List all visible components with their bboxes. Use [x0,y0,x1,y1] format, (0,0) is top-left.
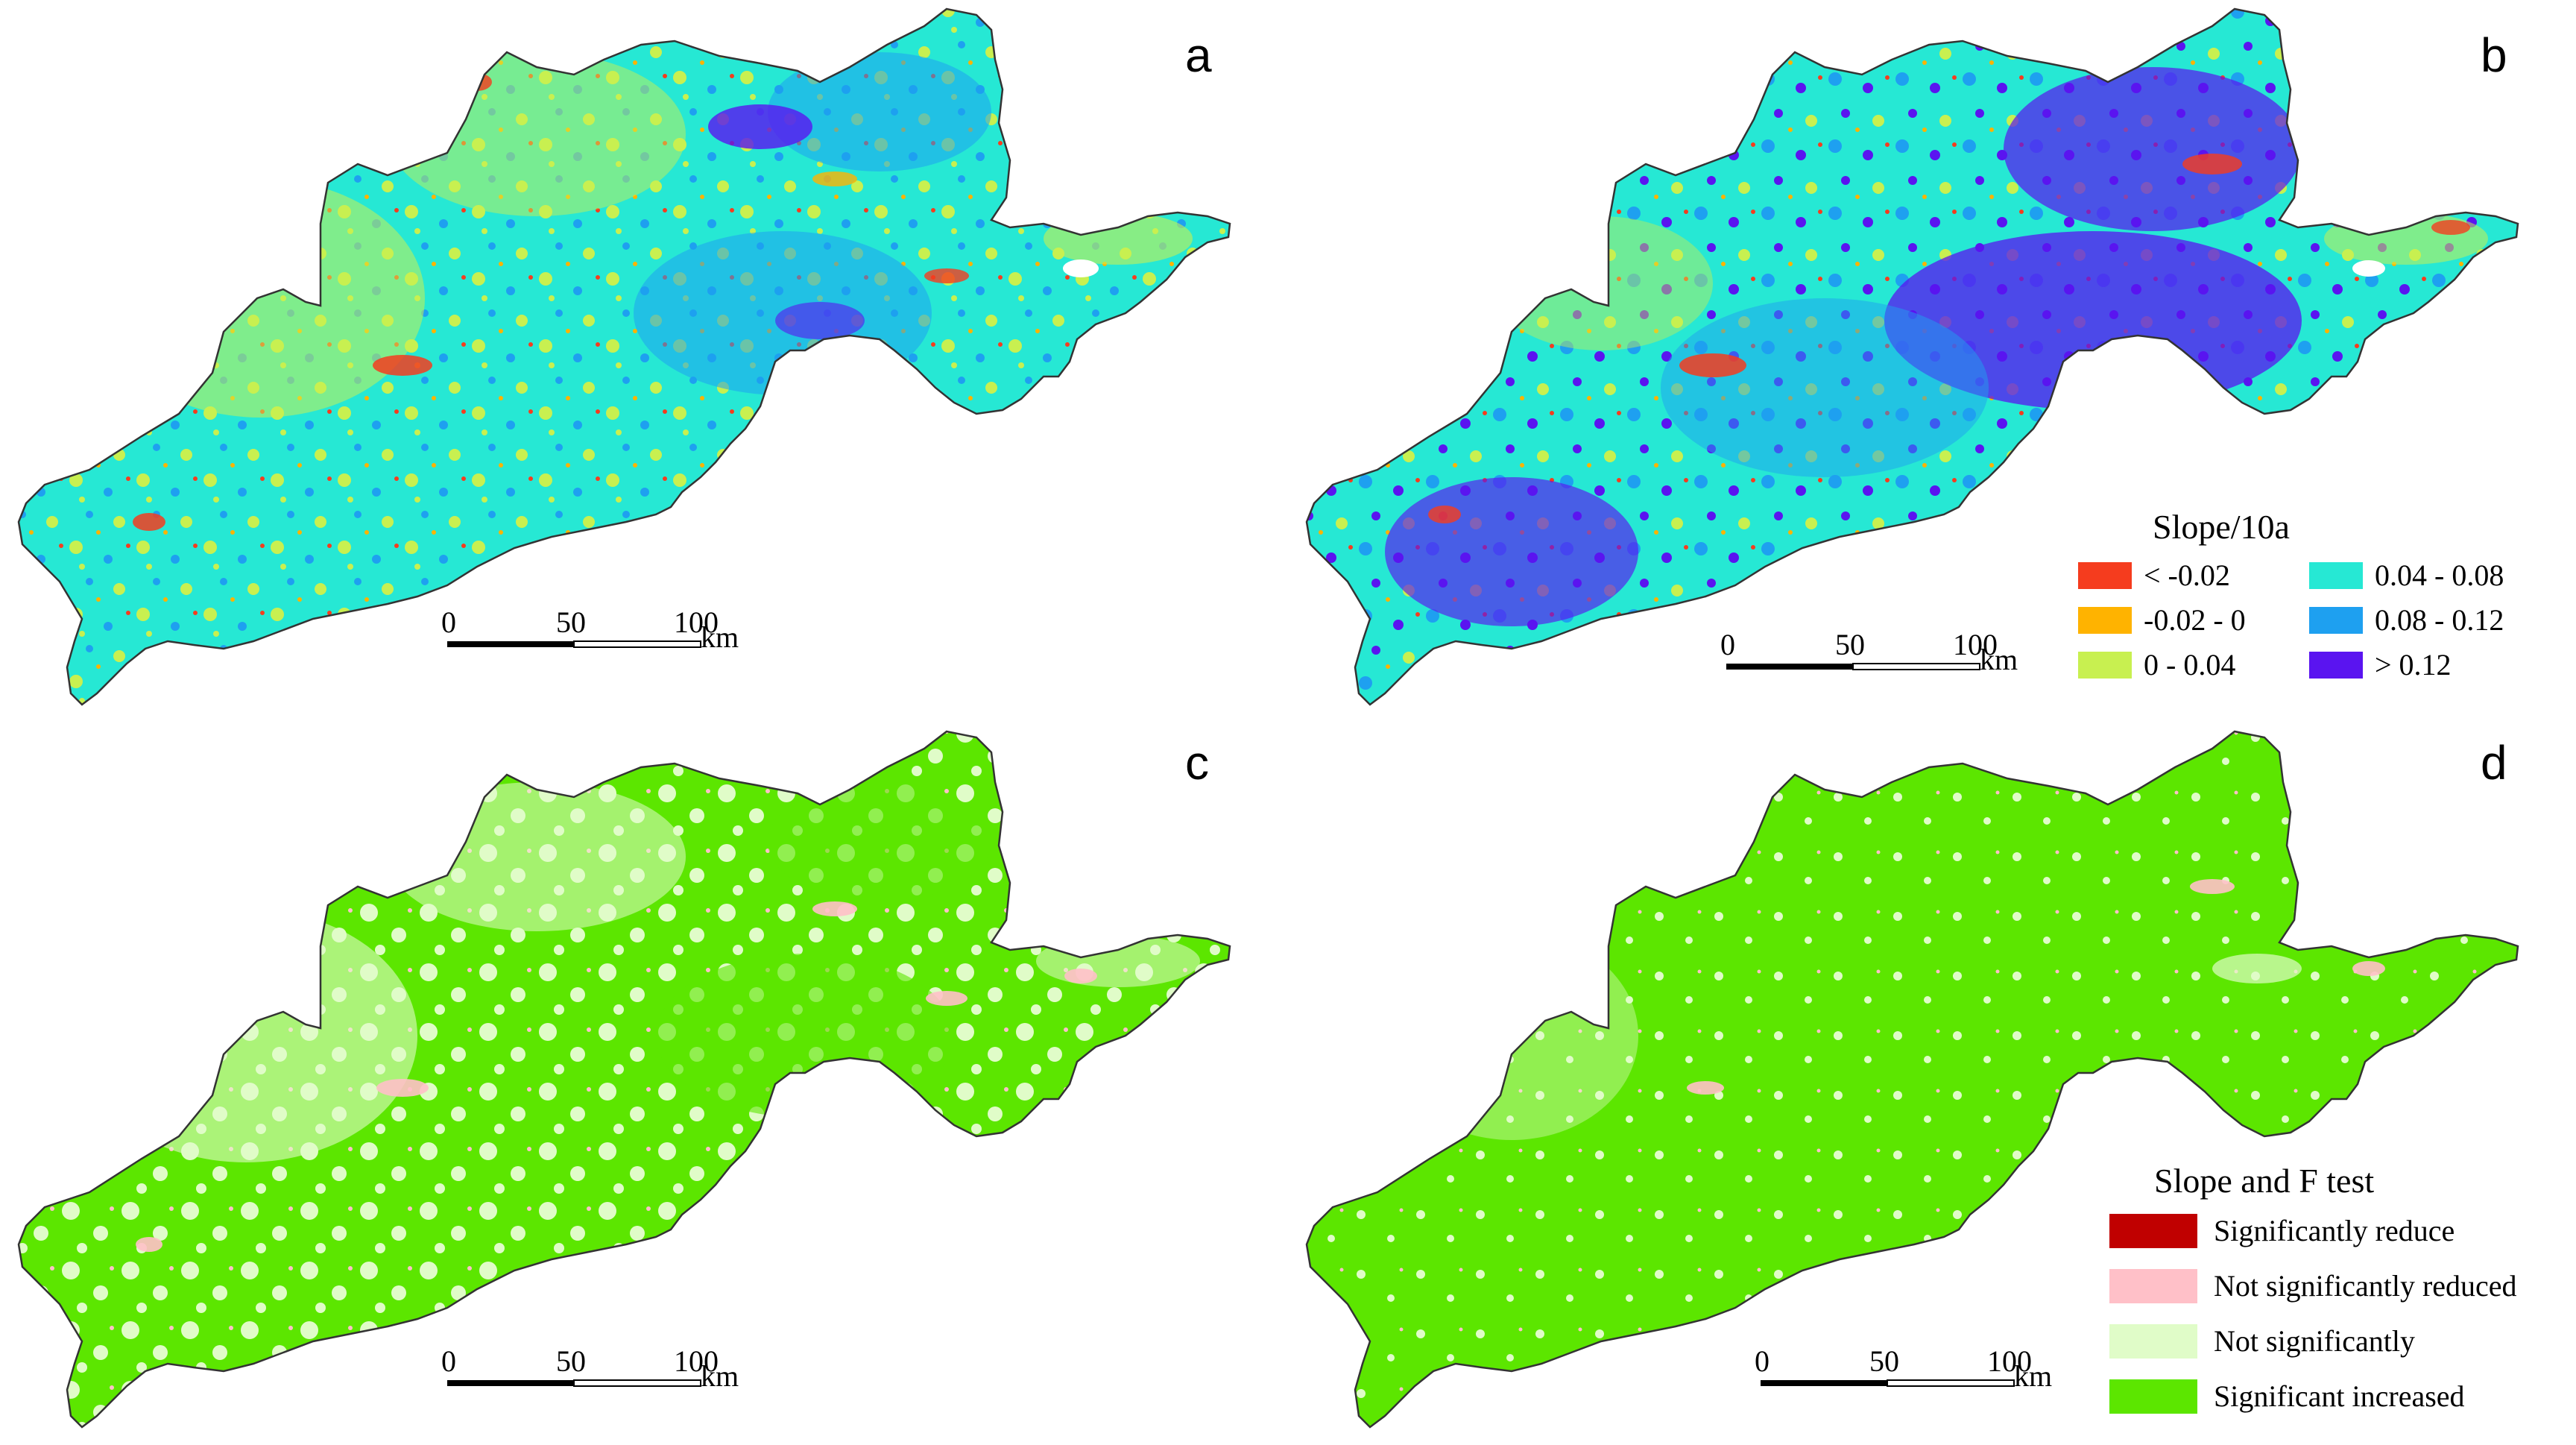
scale-unit: km [701,1359,739,1393]
slope-legend-item: -0.02 - 0 [2078,602,2246,638]
region-map [17,730,1231,1429]
scale-bar: 0 50 100 km [1755,1344,2052,1393]
scale-tick-100: 100 [1953,628,1998,661]
scale-tick-50: 50 [1835,628,1865,661]
legend-label: Not significantly reduced [2214,1269,2517,1303]
swatch [2078,606,2132,634]
scale-tick-50: 50 [556,605,586,639]
legend-label: 0.08 - 0.12 [2375,603,2504,637]
swatch [2309,606,2363,634]
slope-legend-title: Slope/10a [2153,508,2290,546]
significance-legend-item: Significant increased [2109,1379,2465,1414]
scale-bar: 0 50 100 km [1720,628,2018,676]
map-panel-d: d 0 50 100 km Slope and F test Significa… [1288,722,2576,1445]
swatch [2109,1379,2197,1414]
swatch [2109,1268,2197,1303]
region-map [17,7,1231,706]
scale-bar: 0 50 100 km [441,1344,739,1393]
map-panel-a: a 0 50 100 km [0,0,1288,722]
scale-tick-100: 100 [1987,1344,2032,1378]
legend-label: Significant increased [2214,1379,2465,1413]
map-panel-c: c 0 50 100 km [0,722,1288,1445]
scale-tick-100: 100 [674,1344,719,1378]
swatch [2109,1323,2197,1359]
swatch [2078,561,2132,589]
slope-legend-item: 0 - 0.04 [2078,647,2235,682]
slope-legend-item: 0.04 - 0.08 [2309,558,2504,593]
slope-legend-item: < -0.02 [2078,558,2230,593]
legend-label: 0 - 0.04 [2144,648,2236,681]
swatch [2078,651,2132,679]
scale-tick-0: 0 [1720,628,1735,661]
legend-label: -0.02 - 0 [2144,603,2246,637]
scale-bar: 0 50 100 km [441,605,739,654]
slope-legend-item: 0.08 - 0.12 [2309,602,2504,638]
significance-legend-title: Slope and F test [2154,1162,2375,1200]
legend-label: < -0.02 [2144,558,2230,592]
legend-label: Significantly reduce [2214,1214,2455,1247]
swatch [2309,651,2363,679]
region-map [1305,730,2519,1429]
scale-tick-50: 50 [1869,1344,1899,1378]
significance-legend-item: Not significantly [2109,1323,2415,1359]
legend-label: > 0.12 [2375,648,2452,681]
scale-tick-0: 0 [441,1344,456,1378]
scale-tick-0: 0 [1755,1344,1770,1378]
panel-label: c [1185,736,1209,790]
scale-unit: km [701,620,739,654]
map-panel-b: b 0 50 100 km Slope/10a < -0.02 0.04 - 0… [1288,0,2576,722]
panel-label: d [2481,736,2507,790]
legend-label: 0.04 - 0.08 [2375,558,2504,592]
slope-legend-item: > 0.12 [2309,647,2452,682]
significance-legend: Slope and F test Significantly reduce No… [2109,1161,2572,1437]
panel-label: a [1185,28,1212,82]
scale-tick-100: 100 [674,605,719,639]
swatch [2109,1213,2197,1248]
scale-unit: km [1980,643,2018,676]
scale-tick-0: 0 [441,605,456,639]
significance-legend-item: Not significantly reduced [2109,1268,2517,1303]
significance-legend-item: Significantly reduce [2109,1213,2455,1248]
scale-unit: km [2014,1359,2052,1393]
region-map [1305,7,2519,706]
legend-label: Not significantly [2214,1324,2415,1358]
swatch [2309,561,2363,589]
scale-tick-50: 50 [556,1344,586,1378]
slope-legend: Slope/10a < -0.02 0.04 - 0.08 -0.02 - 0 … [2056,507,2570,701]
panel-label: b [2481,28,2507,82]
